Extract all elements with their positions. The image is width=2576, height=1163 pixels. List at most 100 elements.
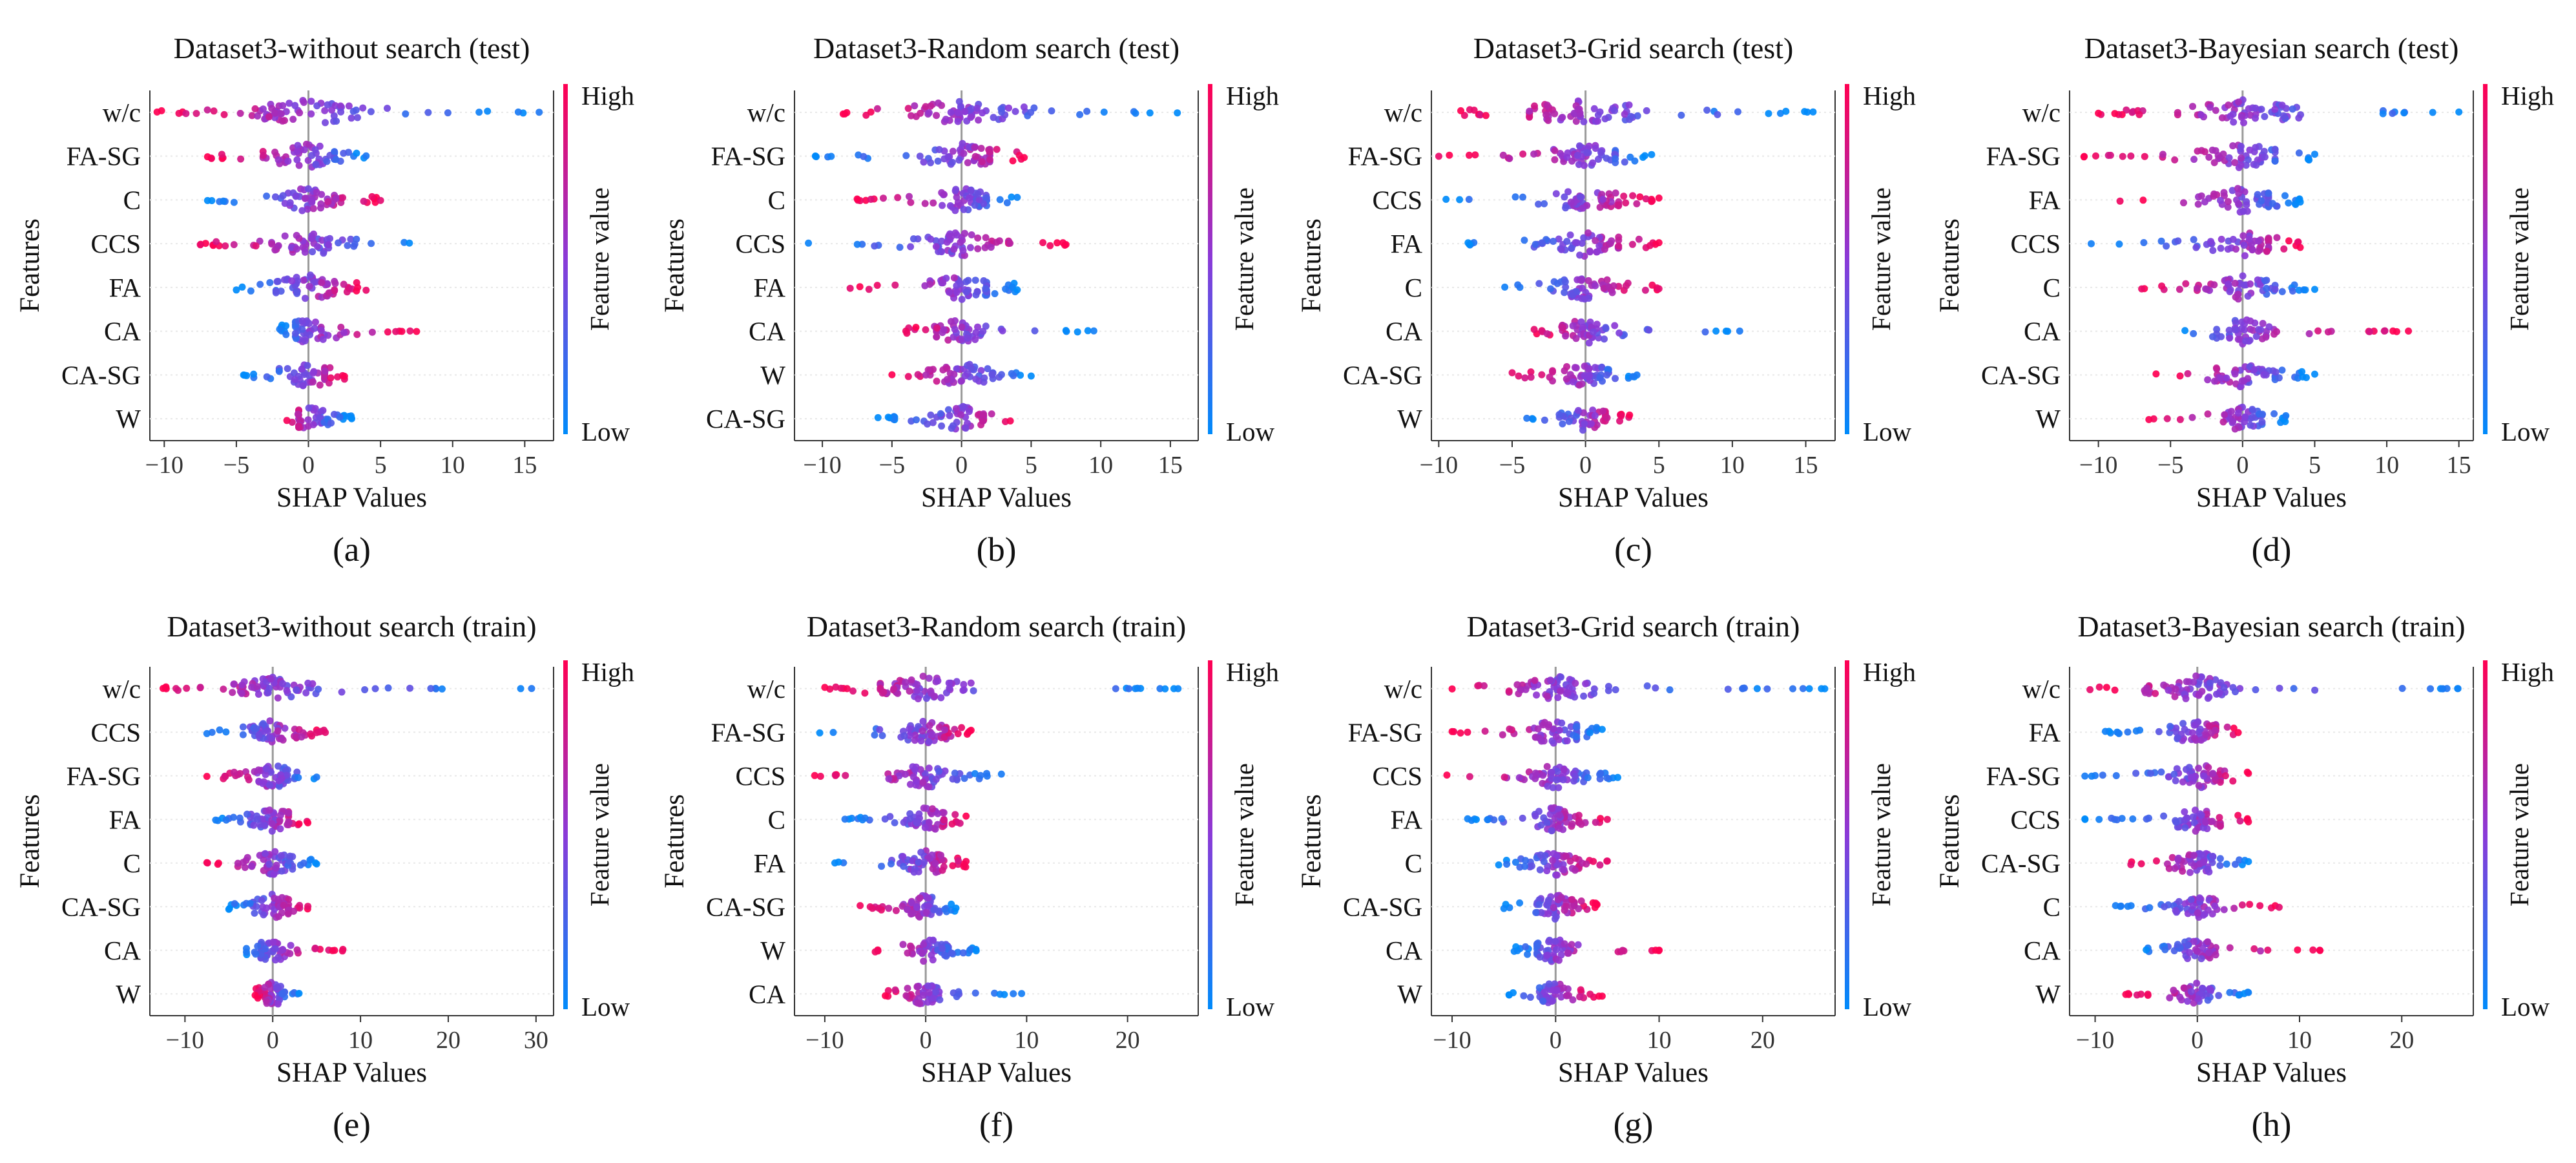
- shap-dot-ca-sg: [2311, 370, 2318, 378]
- shap-dot-ca-sg: [929, 419, 937, 426]
- x-tick-label: −5: [2157, 452, 2183, 479]
- shap-dot-ccs: [277, 735, 285, 742]
- shap-dot-w: [981, 374, 988, 382]
- shap-dot-c: [302, 194, 309, 202]
- shap-dot-c: [1562, 283, 1570, 291]
- feature-label: w/c: [1384, 674, 1422, 704]
- shap-dot-c: [1596, 861, 1604, 869]
- shap-dot-ccs: [1620, 193, 1628, 200]
- shap-dot-fa-sg: [1558, 719, 1566, 727]
- shap-dot-fa: [2197, 192, 2205, 200]
- shap-dot-w-c: [196, 684, 204, 691]
- shap-dot-w-c: [230, 680, 238, 688]
- shap-dot-c: [2256, 902, 2264, 910]
- shap-dot-ccs: [2296, 244, 2304, 251]
- shap-dot-fa: [293, 288, 301, 296]
- shap-dot-w-c: [1125, 685, 1133, 693]
- shap-dot-ca: [368, 328, 376, 336]
- shap-dot-c: [867, 196, 875, 203]
- shap-dot-fa-sg: [2246, 146, 2254, 154]
- shap-dot-fa: [2124, 728, 2132, 736]
- shap-dot-w: [2187, 988, 2195, 996]
- shap-dot-ccs: [1548, 768, 1555, 776]
- shap-dot-fa-sg: [944, 153, 952, 161]
- shap-dot-w-c: [1590, 689, 1598, 697]
- shap-dot-ccs: [1541, 200, 1548, 207]
- shap-dot-c: [281, 200, 289, 207]
- shap-dot-w-c: [2230, 118, 2238, 126]
- shap-dot-c: [2175, 897, 2183, 905]
- shap-dot-fa: [236, 814, 244, 822]
- shap-dot-ca: [1615, 329, 1623, 337]
- shap-dot-ca: [991, 989, 999, 997]
- shap-dot-w-c: [289, 116, 297, 123]
- shap-dot-ccs: [268, 735, 276, 742]
- shap-dot-fa-sg: [927, 159, 935, 167]
- shap-dot-ca: [947, 318, 955, 326]
- shap-dot-fa-sg: [323, 158, 331, 165]
- shap-dot-ca: [1510, 947, 1518, 955]
- shap-dot-w-c: [1776, 110, 1784, 117]
- shap-dot-c: [203, 859, 211, 866]
- shap-dot-fa: [285, 809, 293, 817]
- shap-dot-c: [921, 824, 929, 832]
- shap-dot-ca: [1074, 328, 1081, 336]
- shap-dot-ccs: [1633, 200, 1641, 207]
- shap-dot-w-c: [2095, 109, 2103, 117]
- shap-dot-c: [304, 205, 311, 213]
- shap-dot-ca-sg: [1575, 381, 1583, 389]
- shap-dot-w: [273, 984, 280, 992]
- shap-dot-ccs: [1549, 784, 1557, 791]
- shap-dot-w: [1586, 990, 1594, 998]
- shap-dot-ccs: [1642, 195, 1650, 203]
- shap-dot-ca-sg: [327, 374, 335, 382]
- shap-dot-ca-sg: [904, 906, 911, 914]
- shap-dot-w: [1598, 992, 1606, 1000]
- shap-dot-ca: [353, 331, 361, 339]
- shap-dot-c: [377, 196, 384, 204]
- shap-dot-fa-sg: [294, 141, 302, 149]
- shap-dot-w-c: [837, 684, 845, 692]
- shap-dot-c: [308, 198, 316, 206]
- shap-dot-ccs: [2108, 814, 2115, 822]
- panel-caption: (b): [977, 531, 1017, 569]
- shap-dot-c: [915, 810, 923, 818]
- shap-dot-fa-sg: [2237, 162, 2245, 169]
- shap-dot-c: [1641, 286, 1649, 294]
- shap-dot-ccs: [335, 239, 342, 247]
- shap-dot-fa-sg: [2252, 162, 2260, 169]
- feature-label: FA: [1391, 804, 1423, 834]
- shap-dot-c: [1549, 857, 1557, 864]
- shap-dot-fa-sg: [1537, 737, 1545, 745]
- shap-dot-fa: [2224, 204, 2232, 211]
- shap-dot-fa: [891, 281, 899, 289]
- shap-dot-ca: [2231, 326, 2239, 333]
- shap-dot-ca-sg: [2223, 860, 2230, 868]
- shap-dot-w-c: [970, 687, 977, 695]
- shap-dot-w-c: [220, 686, 227, 693]
- shap-dot-w-c: [2218, 114, 2226, 121]
- shap-dot-ccs: [981, 244, 989, 251]
- shap-dot-ccs: [2239, 232, 2247, 240]
- shap-dot-ccs: [1596, 204, 1604, 211]
- shap-dot-ccs: [1597, 770, 1605, 777]
- shap-dot-ccs: [1465, 196, 1473, 204]
- shap-dot-ca-sg: [1515, 372, 1522, 380]
- shap-dot-w: [1626, 411, 1634, 419]
- shap-dot-fa-sg: [2238, 154, 2245, 162]
- shap-dot-ca: [932, 989, 940, 996]
- shap-dot-fa: [2201, 198, 2208, 205]
- shap-dot-ccs: [2207, 238, 2214, 246]
- shap-dot-c: [2202, 285, 2210, 293]
- panel-caption: (e): [333, 1106, 371, 1144]
- shap-dot-w: [930, 936, 937, 944]
- colorbar-title: Feature value: [1866, 763, 1896, 906]
- y-axis-label: Features: [660, 794, 690, 888]
- shap-dot-ca-sg: [2298, 368, 2306, 375]
- shap-dot-ccs: [945, 232, 953, 240]
- shap-dot-ca: [2241, 326, 2249, 333]
- shap-dot-ca-sg: [885, 905, 893, 912]
- shap-dot-ca: [2264, 947, 2272, 954]
- shap-dot-ca-sg: [1563, 363, 1570, 370]
- shap-dot-ca: [269, 938, 277, 946]
